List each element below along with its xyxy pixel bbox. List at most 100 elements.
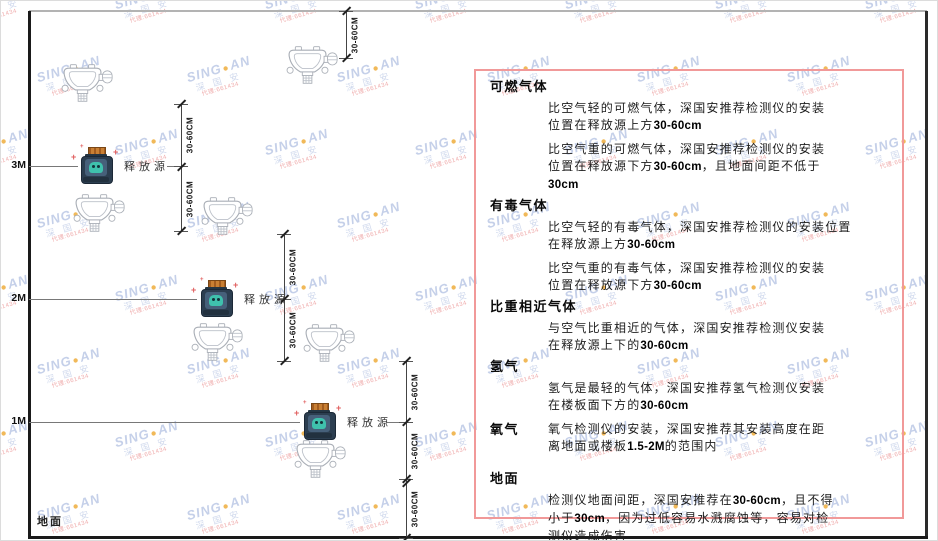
spec-paragraph: 检测仪地面间距，深国安推荐在30-60cm，且不得 小于30cm，因为过低容易水溅…: [548, 492, 892, 541]
spec-text: 小于: [548, 511, 575, 525]
spec-section: 地面 检测仪地面间距，深国安推荐在30-60cm，且不得 小于30cm，因为过低容易…: [490, 470, 892, 541]
spec-text-line: 在释放源上下的30-60cm: [548, 337, 892, 355]
spec-text: ，且不得: [780, 493, 834, 507]
spec-text: 氢气是最轻的气体，深国安推荐氢气检测仪安装: [548, 381, 826, 395]
spec-value-bold: 30-60cm: [653, 280, 702, 292]
spec-paragraph: 比空气轻的有毒气体，深国安推荐检测仪的安装位置 在释放源上方30-60cm: [548, 219, 892, 254]
spec-text-line: 氢气是最轻的气体，深国安推荐氢气检测仪安装: [548, 380, 892, 397]
spec-text: 位置在释放源上方: [548, 118, 654, 132]
dimension-label: 30-60CM: [410, 490, 420, 527]
spec-text: 比空气轻的可燃气体，深国安推荐检测仪的安装: [548, 101, 826, 115]
spec-section-body: 检测仪地面间距，深国安推荐在30-60cm，且不得 小于30cm，因为过低容易水溅…: [548, 492, 892, 541]
release-source-label: 释放源: [124, 161, 169, 173]
source-eye: [320, 421, 323, 424]
spec-text: 在楼板面下方的: [548, 398, 641, 412]
release-source-icon: ++++: [71, 144, 118, 184]
height-level-line: [29, 298, 197, 300]
source-rim: [308, 410, 330, 413]
spec-section: 比重相近气体 与空气比重相近的气体，深国安推荐检测仪安装 在释放源上下的30-60c…: [490, 298, 892, 355]
spark-icon: +: [336, 403, 342, 413]
spec-text-line: 位置在释放源下方30-60cm: [548, 277, 892, 295]
spec-section: 氢气 氢气是最轻的气体，深国安推荐氢气检测仪安装 在楼板面下方的30-60cm: [490, 358, 892, 415]
source-eye: [212, 298, 215, 301]
source-face: [89, 162, 103, 173]
spec-value-bold: 30-60cm: [653, 120, 702, 132]
spec-section-heading: 地面: [490, 471, 520, 486]
wall-right-line: [925, 11, 928, 538]
spec-text-line: 比空气轻的可燃气体，深国安推荐检测仪的安装: [548, 100, 892, 117]
spec-text-line: 测仪造成伤害: [548, 528, 892, 541]
release-source-label: 释放源: [244, 294, 289, 306]
spec-section-heading: 有毒气体: [490, 198, 549, 213]
dimension-label: 30-60CM: [185, 180, 195, 217]
spec-paragraph: 氢气是最轻的气体，深国安推荐氢气检测仪安装 在楼板面下方的30-60cm: [548, 380, 892, 415]
spec-value-bold: 1.5-2M: [627, 441, 665, 453]
spec-section-body: 比空气轻的可燃气体，深国安推荐检测仪的安装 位置在释放源上方30-60cm 比空气重…: [548, 100, 892, 194]
spec-value-bold: 30cm: [548, 179, 579, 191]
source-base: [83, 177, 109, 182]
spec-text: 在释放源上方: [548, 237, 628, 251]
source-rim: [85, 154, 107, 157]
gas-detector-icon: [284, 42, 338, 93]
spec-paragraph: 比空气轻的可燃气体，深国安推荐检测仪的安装 位置在释放源上方30-60cm: [548, 100, 892, 135]
spec-section-heading: 氧气: [490, 422, 520, 437]
source-eye: [97, 165, 100, 168]
spec-paragraph: 氧气检测仪的安装，深国安推荐其安装高度在距离地面或楼板1.5-2M的范围内: [548, 421, 892, 456]
height-label-1m: 1M: [11, 415, 26, 427]
spec-text-line: 在释放源上方30-60cm: [548, 236, 892, 254]
spark-icon: +: [200, 277, 204, 283]
gas-detector-icon: [292, 436, 346, 487]
gas-detector-icon: [199, 193, 253, 244]
spec-text: 检测仪地面间距，深国安推荐在: [548, 493, 733, 507]
spark-icon: +: [191, 285, 197, 295]
spec-text-line: 30cm: [548, 176, 892, 194]
spark-icon: +: [71, 152, 77, 162]
height-level-line: [29, 165, 78, 167]
gas-detector-icon: [301, 320, 355, 371]
dimension-label: 30-60CM: [410, 432, 420, 469]
spec-value-bold: 30-60cm: [732, 495, 781, 507]
dimension-line: [346, 11, 347, 58]
spec-text: 氧气检测仪的安装，深国安推荐其安装高度在距: [548, 422, 826, 436]
spec-section: 有毒气体 比空气轻的有毒气体，深国安推荐检测仪的安装位置 在释放源上方30-60cm…: [490, 197, 892, 295]
wall-left-line: [27, 11, 31, 538]
dimension-line: [406, 361, 407, 538]
spec-text-line: 位置在释放源下方30-60cm，且地面间距不低于: [548, 158, 892, 176]
spec-value-bold: 30-60cm: [640, 340, 689, 352]
spec-text: 位置在释放源下方: [548, 278, 654, 292]
source-face: [209, 295, 223, 306]
spec-section-body: 比空气轻的有毒气体，深国安推荐检测仪的安装位置 在释放源上方30-60cm 比空气重…: [548, 219, 892, 295]
ground-label: 地面: [37, 516, 63, 528]
source-eye: [217, 298, 220, 301]
dimension-label: 30-60CM: [410, 373, 420, 410]
spec-text-line: 与空气比重相近的气体，深国安推荐检测仪安装: [548, 320, 892, 337]
spec-text: 测仪造成伤害: [548, 529, 628, 541]
spec-section-body: 氧气检测仪的安装，深国安推荐其安装高度在距离地面或楼板1.5-2M的范围内: [548, 421, 892, 456]
spec-text: 与空气比重相近的气体，深国安推荐检测仪安装: [548, 321, 826, 335]
spec-section-heading: 比重相近气体: [490, 299, 578, 314]
spec-text: 在释放源上下的: [548, 338, 641, 352]
height-level-line: [29, 421, 300, 423]
source-eye: [315, 421, 318, 424]
height-label-3m: 3M: [11, 159, 26, 171]
source-face: [312, 418, 326, 429]
spec-text: 的范围内: [664, 439, 718, 453]
spec-text-line: 氧气检测仪的安装，深国安推荐其安装高度在距: [548, 421, 892, 438]
spec-text-line: 比空气轻的有毒气体，深国安推荐检测仪的安装位置: [548, 219, 892, 236]
spec-paragraph: 比空气重的有毒气体，深国安推荐检测仪的安装 位置在释放源下方30-60cm: [548, 260, 892, 295]
height-label-2m: 2M: [11, 292, 26, 304]
spec-section-body: 与空气比重相近的气体，深国安推荐检测仪安装 在释放源上下的30-60cm: [548, 320, 892, 355]
spark-icon: +: [233, 280, 239, 290]
ceiling-line: [29, 10, 927, 12]
spec-section: 可燃气体 比空气轻的可燃气体，深国安推荐检测仪的安装 位置在释放源上方30-60cm…: [490, 78, 892, 194]
gas-detector-icon: [189, 319, 243, 370]
spark-icon: +: [113, 147, 119, 157]
spec-section: 氧气 氧气检测仪的安装，深国安推荐其安装高度在距离地面或楼板1.5-2M的范围内: [490, 421, 892, 456]
spec-text-line: 离地面或楼板1.5-2M的范围内: [548, 438, 892, 456]
spec-value-bold: 30-60cm: [640, 400, 689, 412]
source-rim: [205, 287, 227, 290]
spec-text-line: 位置在释放源上方30-60cm: [548, 117, 892, 135]
spark-icon: +: [303, 400, 307, 406]
spec-section-heading: 可燃气体: [490, 79, 549, 94]
